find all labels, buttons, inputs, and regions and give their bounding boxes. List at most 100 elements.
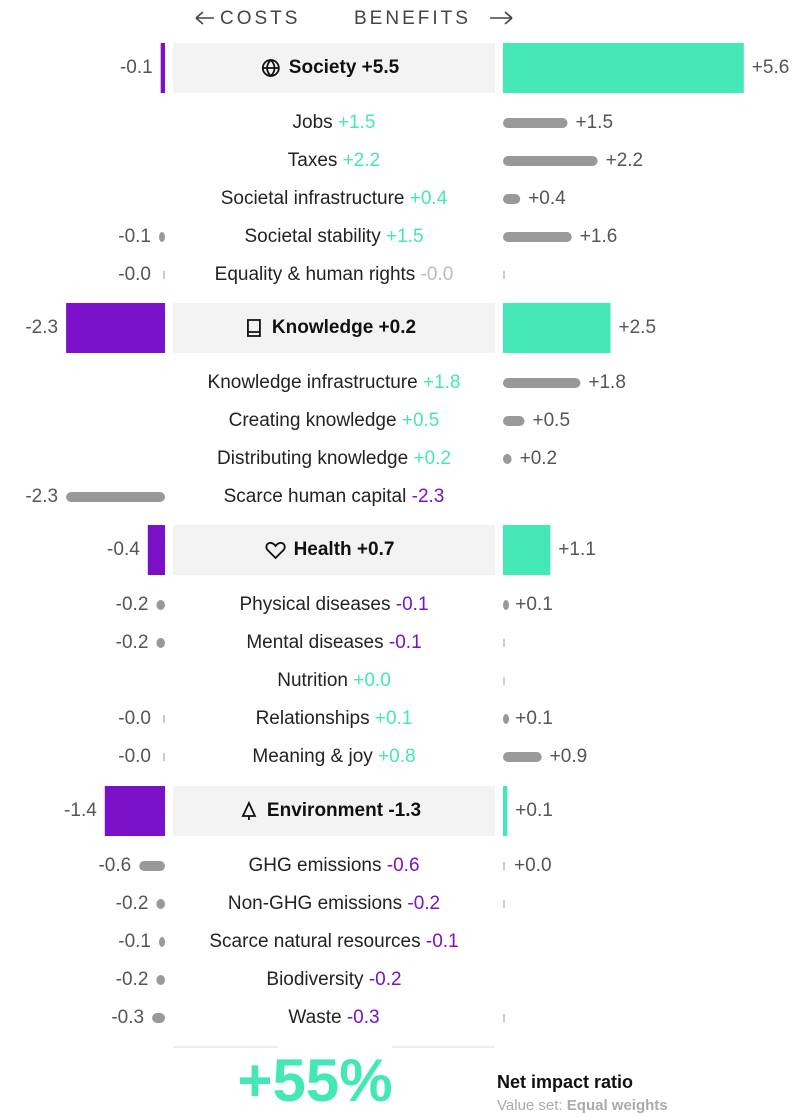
item-name: Waste xyxy=(288,1007,341,1028)
item-label: Nutrition +0.0 xyxy=(277,670,391,691)
item-net: -0.3 xyxy=(347,1007,380,1028)
cost-bar xyxy=(147,525,165,575)
cost-label: -0.2 xyxy=(116,632,149,653)
group-net: +0.2 xyxy=(379,317,417,338)
item-label: Societal infrastructure +0.4 xyxy=(221,188,448,209)
benefit-label: +0.1 xyxy=(515,594,553,615)
benefit-label: +0.9 xyxy=(550,746,588,767)
item-label: Scarce natural resources -0.1 xyxy=(209,931,458,952)
item-label: Waste -0.3 xyxy=(288,1007,379,1028)
group-net: +0.7 xyxy=(357,539,395,560)
group-background xyxy=(173,525,495,575)
item-net: -0.1 xyxy=(426,931,459,952)
benefit-bar xyxy=(503,454,512,464)
item-net: +1.5 xyxy=(386,226,424,247)
costs-label: COSTS xyxy=(220,8,300,29)
item-net: +0.2 xyxy=(413,448,451,469)
item-label: Societal stability +1.5 xyxy=(244,226,423,247)
ratio-value: +55% xyxy=(237,1047,392,1114)
benefit-label: +0.1 xyxy=(515,800,553,821)
cost-label: -0.2 xyxy=(116,969,149,990)
group-name: Health xyxy=(294,539,352,560)
arrow-left xyxy=(195,11,214,25)
item-label: Biodiversity -0.2 xyxy=(266,969,401,990)
item-net: +0.5 xyxy=(402,410,440,431)
benefit-label: +2.2 xyxy=(606,150,644,171)
group-title: Knowledge +0.2 xyxy=(272,317,416,338)
item-net: +0.0 xyxy=(353,670,391,691)
item-net: +1.5 xyxy=(338,112,376,133)
group-background xyxy=(173,303,495,353)
cost-bar xyxy=(66,492,165,502)
benefit-label: +1.5 xyxy=(576,112,614,133)
cost-label: -0.0 xyxy=(118,708,151,729)
item-net: -0.1 xyxy=(389,632,422,653)
item-net: +0.8 xyxy=(378,746,416,767)
item-label: Distributing knowledge +0.2 xyxy=(217,448,451,469)
benefit-bar xyxy=(503,600,509,610)
group-icon xyxy=(241,800,257,820)
cost-bar xyxy=(66,303,165,353)
cost-label: -0.2 xyxy=(116,893,149,914)
benefit-label: +5.6 xyxy=(752,57,790,78)
item-name: Creating knowledge xyxy=(229,410,397,431)
item-label: Non-GHG emissions -0.2 xyxy=(228,893,440,914)
cost-bar xyxy=(152,1013,165,1023)
group-name: Society xyxy=(289,57,357,78)
item-name: Relationships xyxy=(256,708,370,729)
item-name: Non-GHG emissions xyxy=(228,893,402,914)
benefit-label: +1.8 xyxy=(588,372,626,393)
group-icon xyxy=(265,541,286,560)
benefit-bar xyxy=(503,43,744,93)
item-label: Meaning & joy +0.8 xyxy=(252,746,415,767)
item-net: -0.0 xyxy=(421,264,454,285)
cost-bar xyxy=(159,232,165,242)
item-label: Physical diseases -0.1 xyxy=(239,594,428,615)
group-net: -1.3 xyxy=(388,800,421,821)
item-name: Jobs xyxy=(293,112,333,133)
cost-label: -0.4 xyxy=(107,539,140,560)
item-name: Nutrition xyxy=(277,670,348,691)
item-net: -0.1 xyxy=(396,594,429,615)
benefit-label: +0.2 xyxy=(520,448,558,469)
cost-bar xyxy=(156,899,165,909)
item-net: +2.2 xyxy=(343,150,381,171)
benefit-bar xyxy=(503,378,581,388)
benefit-bar xyxy=(503,416,525,426)
cost-label: -0.2 xyxy=(116,594,149,615)
cost-bar xyxy=(156,975,165,985)
item-label: Taxes +2.2 xyxy=(288,150,380,171)
item-label: Jobs +1.5 xyxy=(293,112,376,133)
cost-label: -0.0 xyxy=(118,264,151,285)
item-name: Biodiversity xyxy=(266,969,364,990)
cost-label: -0.6 xyxy=(98,855,131,876)
group-background xyxy=(173,43,495,93)
item-net: -0.2 xyxy=(407,893,440,914)
benefit-label: +0.0 xyxy=(514,855,552,876)
benefit-bar xyxy=(503,752,542,762)
benefit-bar xyxy=(503,156,598,166)
benefit-bar xyxy=(503,194,521,204)
item-name: Societal stability xyxy=(244,226,381,247)
item-net: -0.6 xyxy=(387,855,420,876)
item-name: Scarce human capital xyxy=(224,486,407,507)
item-label: Creating knowledge +0.5 xyxy=(229,410,440,431)
item-name: Mental diseases xyxy=(246,632,383,653)
item-label: GHG emissions -0.6 xyxy=(248,855,419,876)
cost-label: -0.1 xyxy=(118,931,151,952)
item-net: +1.8 xyxy=(423,372,461,393)
item-name: Scarce natural resources xyxy=(209,931,420,952)
item-label: Relationships +0.1 xyxy=(256,708,413,729)
value-set: Value set: Equal weights xyxy=(497,1097,668,1114)
item-name: Taxes xyxy=(288,150,338,171)
cost-bar xyxy=(156,600,165,610)
arrow-right xyxy=(490,11,513,25)
cost-bar xyxy=(156,638,165,648)
item-name: GHG emissions xyxy=(248,855,381,876)
benefit-bar xyxy=(503,714,509,724)
item-label: Scarce human capital -2.3 xyxy=(224,486,445,507)
benefit-label: +0.4 xyxy=(528,188,566,209)
item-label: Knowledge infrastructure +1.8 xyxy=(208,372,461,393)
cost-bar xyxy=(160,43,165,93)
benefit-label: +1.6 xyxy=(580,226,618,247)
